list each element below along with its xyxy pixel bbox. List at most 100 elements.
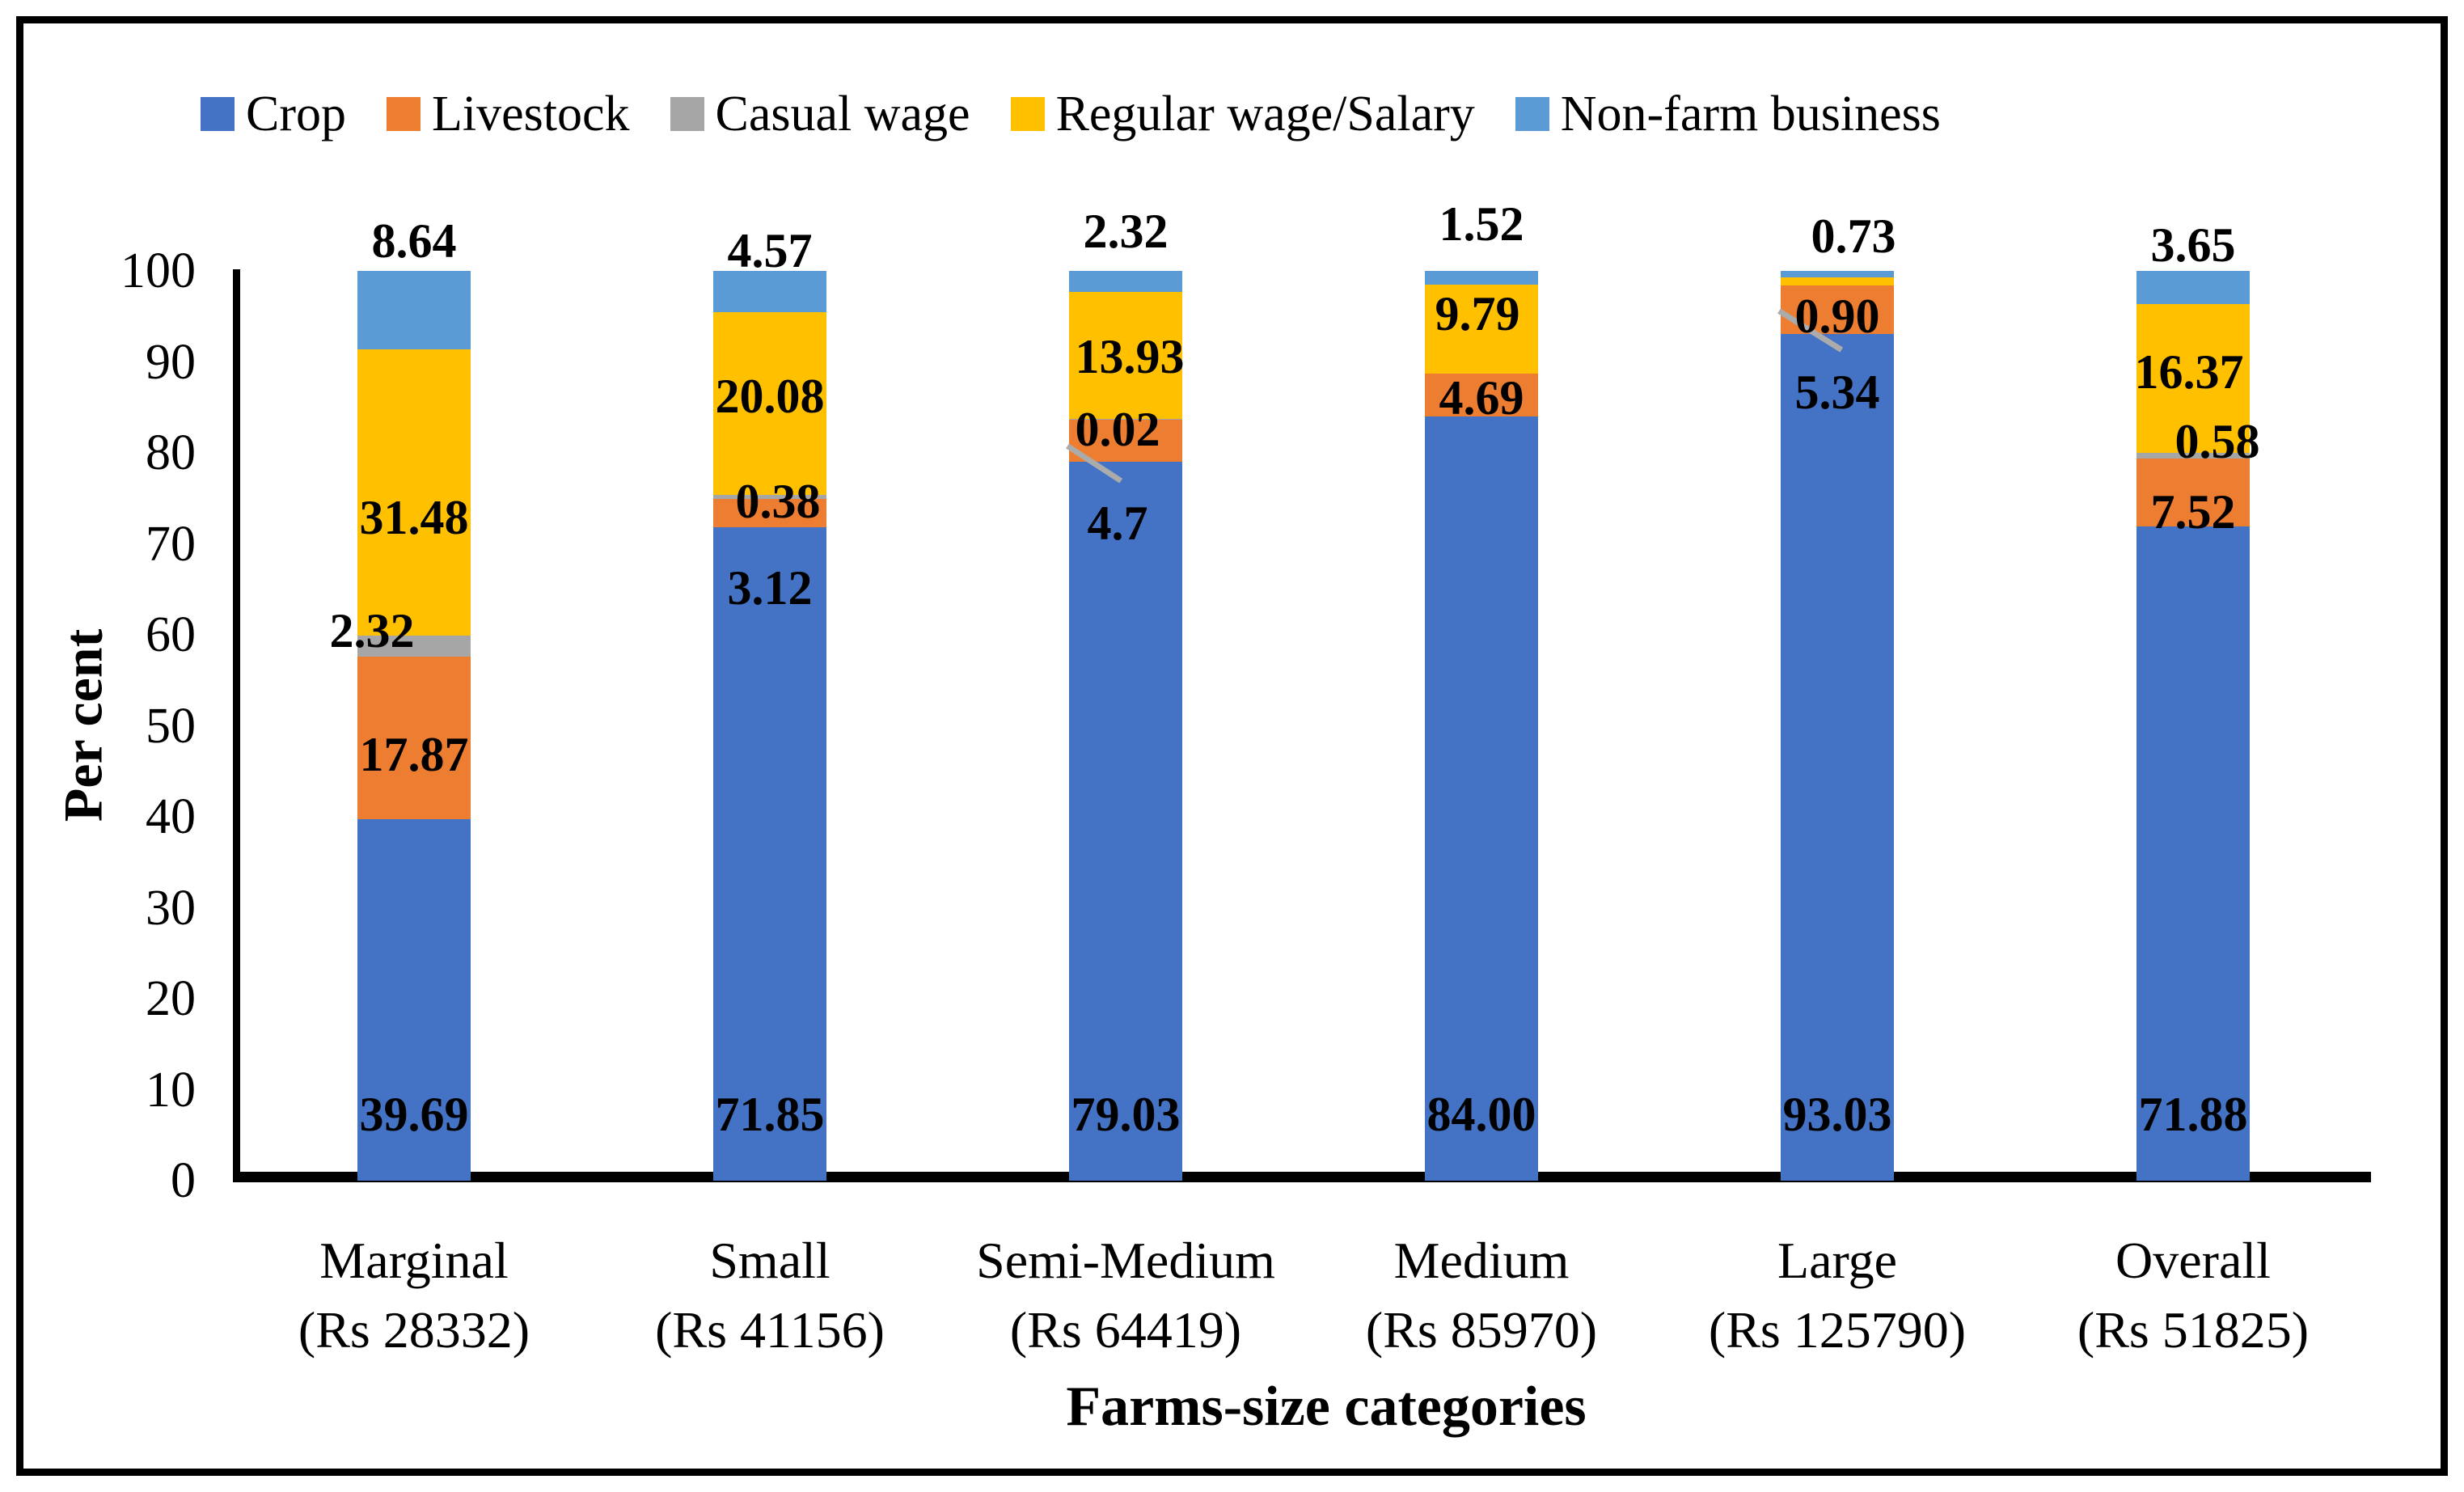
x-axis-line	[233, 1172, 2371, 1182]
y-tick-label-10: 10	[146, 1062, 196, 1118]
value-label-casual-wage-overall: 0.58	[2174, 415, 2260, 468]
x-tick-label-medium: Medium (Rs 85970)	[1271, 1226, 1692, 1365]
bar-segment-regular-wage-salary-medium	[1425, 285, 1538, 374]
bar-segment-casual-wage-small	[713, 495, 826, 499]
bar-segment-casual-wage-marginal	[357, 636, 471, 657]
legend-label: Casual wage	[715, 87, 970, 142]
bar-segment-non-farm-business-small	[713, 271, 826, 313]
bar-segment-regular-wage-salary-small	[713, 312, 826, 496]
bar-segment-crop-semi-medium	[1069, 461, 1182, 1181]
x-tick-label-small: Small (Rs 41156)	[560, 1226, 980, 1365]
x-tick-category-income: (Rs 28332)	[298, 1301, 530, 1359]
bar-segment-crop-small	[713, 526, 826, 1181]
value-label-livestock-large: 5.34	[1794, 366, 1880, 419]
bar-segment-non-farm-business-marginal	[357, 271, 471, 350]
value-label-livestock-overall: 7.52	[2150, 485, 2236, 539]
legend-label: Regular wage/Salary	[1055, 87, 1475, 142]
value-label-crop-overall: 71.88	[2138, 1088, 2248, 1141]
bar-segment-regular-wage-salary-semi-medium	[1069, 292, 1182, 419]
bar-segment-non-farm-business-large	[1781, 271, 1894, 278]
value-label-regular-wage-salary-small: 20.08	[715, 370, 825, 423]
value-label-livestock-small: 3.12	[727, 561, 813, 615]
legend-swatch-icon	[1010, 97, 1045, 131]
bar-segment-crop-large	[1781, 334, 1894, 1181]
legend-item-casual-wage: Casual wage	[670, 89, 970, 139]
legend-swatch-icon	[387, 97, 421, 131]
x-tick-category-income: (Rs 85970)	[1365, 1301, 1598, 1359]
x-tick-label-overall: Overall (Rs 51825)	[1983, 1226, 2403, 1365]
y-tick-label-30: 30	[146, 880, 196, 936]
bar-segment-regular-wage-salary-marginal	[357, 349, 471, 636]
y-tick-label-20: 20	[146, 971, 196, 1026]
bar-segment-livestock-medium	[1425, 374, 1538, 416]
y-tick-label-60: 60	[146, 607, 196, 662]
chart-legend: Crop Livestock Casual wage Regular wage/Sal…	[201, 78, 1941, 150]
legend-swatch-icon	[1515, 97, 1549, 131]
value-label-regular-wage-salary-marginal: 31.48	[359, 491, 469, 544]
y-tick-label-90: 90	[146, 334, 196, 390]
y-tick-label-80: 80	[146, 425, 196, 480]
x-tick-category-name: Semi-Medium	[976, 1232, 1275, 1289]
x-tick-category-name: Overall	[2115, 1232, 2271, 1289]
value-label-livestock-marginal: 17.87	[359, 728, 469, 781]
x-tick-label-semi-medium: Semi-Medium (Rs 64419)	[915, 1226, 1336, 1365]
legend-item-livestock: Livestock	[387, 89, 630, 139]
y-tick-label-50: 50	[146, 698, 196, 754]
value-label-casual-wage-small: 0.38	[735, 475, 821, 528]
value-label-non-farm-business-small: 4.57	[727, 224, 813, 277]
x-tick-category-name: Small	[709, 1232, 830, 1289]
value-label-non-farm-business-semi-medium: 2.32	[1083, 205, 1169, 258]
bar-segment-crop-overall	[2136, 526, 2250, 1181]
bar-segment-livestock-small	[713, 498, 826, 527]
value-label-casual-wage-marginal: 2.32	[329, 604, 415, 657]
bar-segment-crop-medium	[1425, 416, 1538, 1181]
legend-label: Non-farm business	[1560, 87, 1941, 142]
legend-item-regular-wage-salary: Regular wage/Salary	[1010, 87, 1475, 142]
x-tick-label-marginal: Marginal (Rs 28332)	[204, 1226, 624, 1365]
y-tick-label-100: 100	[120, 243, 196, 298]
bar-segment-non-farm-business-semi-medium	[1069, 271, 1182, 293]
value-label-livestock-medium: 4.69	[1439, 371, 1524, 425]
value-label-casual-wage-semi-medium: 0.02	[1075, 403, 1160, 456]
value-label-crop-marginal: 39.69	[359, 1088, 469, 1141]
x-axis-title: Farms-size categories	[1066, 1376, 1587, 1438]
bar-segment-non-farm-business-medium	[1425, 271, 1538, 285]
bar-segment-casual-wage-overall	[2136, 453, 2250, 459]
x-tick-category-name: Large	[1777, 1232, 1898, 1289]
x-tick-category-name: Marginal	[319, 1232, 509, 1289]
value-label-crop-medium: 84.00	[1426, 1088, 1536, 1141]
bar-segment-regular-wage-salary-overall	[2136, 304, 2250, 454]
value-label-livestock-semi-medium: 4.7	[1087, 497, 1148, 550]
legend-label: Crop	[246, 87, 346, 142]
y-axis-line	[233, 269, 240, 1182]
x-tick-category-name: Medium	[1393, 1232, 1570, 1289]
legend-item-non-farm-business: Non-farm business	[1515, 89, 1941, 139]
value-label-crop-semi-medium: 79.03	[1071, 1088, 1181, 1141]
x-tick-category-income: (Rs 125790)	[1708, 1301, 1967, 1359]
legend-swatch-icon	[670, 97, 704, 131]
bar-segment-regular-wage-salary-large	[1781, 277, 1894, 286]
x-tick-label-large: Large (Rs 125790)	[1627, 1226, 2048, 1365]
value-label-non-farm-business-overall: 3.65	[2150, 218, 2236, 272]
value-label-crop-large: 93.03	[1782, 1088, 1892, 1141]
x-tick-category-income: (Rs 64419)	[1009, 1301, 1242, 1359]
bar-segment-crop-marginal	[357, 819, 471, 1181]
x-tick-category-income: (Rs 41156)	[655, 1301, 885, 1359]
y-tick-label-0: 0	[171, 1153, 196, 1208]
bar-segment-livestock-overall	[2136, 458, 2250, 527]
value-label-non-farm-business-medium: 1.52	[1439, 197, 1524, 251]
value-label-regular-wage-salary-semi-medium: 13.93	[1075, 330, 1185, 383]
x-tick-category-income: (Rs 51825)	[2077, 1301, 2310, 1359]
bar-segment-casual-wage-semi-medium	[1069, 418, 1182, 421]
legend-item-crop: Crop	[201, 89, 346, 139]
value-label-non-farm-business-marginal: 8.64	[371, 214, 457, 268]
value-label-crop-small: 71.85	[715, 1088, 825, 1141]
value-label-regular-wage-salary-large: 0.90	[1794, 290, 1880, 343]
legend-swatch-icon	[201, 97, 235, 131]
value-label-regular-wage-salary-overall: 16.37	[2134, 345, 2244, 399]
value-label-non-farm-business-large: 0.73	[1811, 209, 1896, 263]
bar-segment-non-farm-business-overall	[2136, 271, 2250, 305]
legend-label: Livestock	[432, 87, 630, 142]
value-label-regular-wage-salary-medium: 9.79	[1435, 287, 1520, 340]
